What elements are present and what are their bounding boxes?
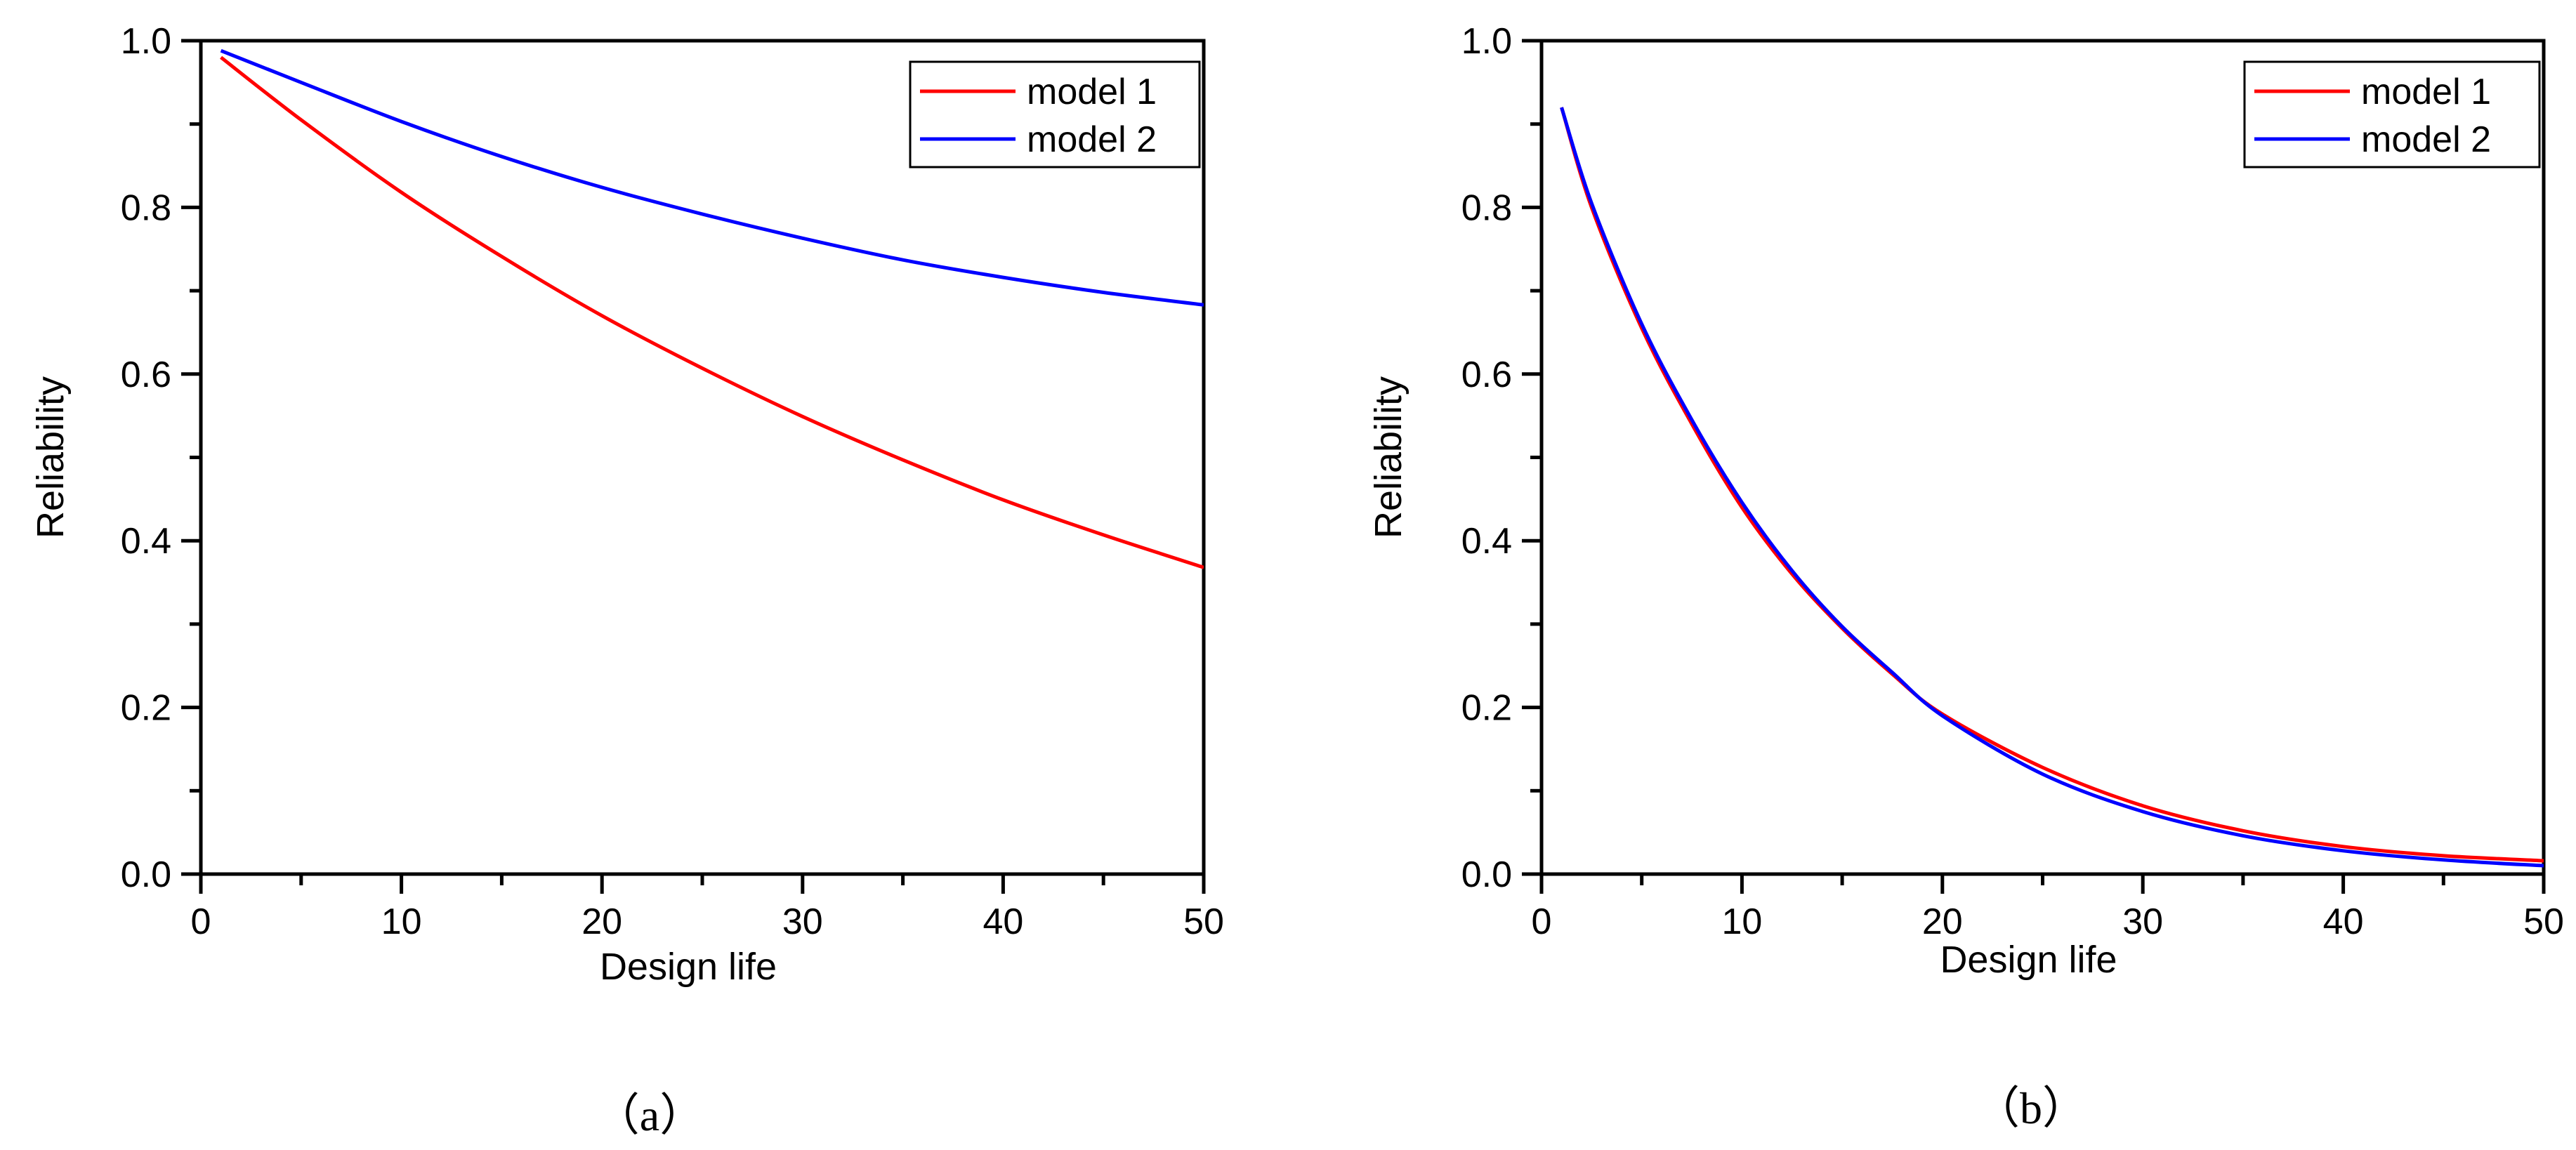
panel-caption: （b） <box>1975 1083 2087 1133</box>
x-tick-label: 50 <box>1183 901 1224 942</box>
x-tick-label: 40 <box>2323 901 2364 942</box>
series-line-model-1 <box>220 55 1204 569</box>
y-tick-label: 0.0 <box>121 854 171 895</box>
x-axis-title: Design life <box>1940 939 2117 981</box>
panel-b: 0 10 20 30 40 50 0.0 0.2 0.4 0.6 0.8 1.0 Design life… <box>1367 21 2564 1133</box>
y-axis-title: Reliability <box>29 376 72 538</box>
series-line-model-1 <box>1560 107 2544 863</box>
legend-box <box>909 60 1201 168</box>
y-tick-label: 0.8 <box>121 187 171 228</box>
x-tick-label: 30 <box>782 901 823 942</box>
x-tick-label: 10 <box>1721 901 1762 942</box>
x-tick-label: 20 <box>581 901 622 942</box>
y-tick-label: 0.2 <box>1461 688 1512 729</box>
y-tick-label: 1.0 <box>121 21 171 62</box>
y-tick-label: 0.4 <box>1461 521 1512 562</box>
y-tick-label: 0.6 <box>1461 355 1512 395</box>
x-axis-title: Design life <box>600 946 777 988</box>
y-tick-label: 0.6 <box>121 355 171 395</box>
x-tick-label: 0 <box>1532 901 1552 942</box>
panel-a: 0 10 20 30 40 50 0.0 0.2 0.4 0.6 0.8 1.0 Design life… <box>29 21 1224 1140</box>
x-tick-label: 40 <box>983 901 1023 942</box>
x-tick-label: 50 <box>2523 901 2564 942</box>
legend-box <box>2243 60 2541 168</box>
x-tick-label: 0 <box>191 901 211 942</box>
y-tick-label: 0.0 <box>1461 854 1512 895</box>
series-line-model-2 <box>1560 107 2544 868</box>
x-tick-label: 20 <box>1922 901 1963 942</box>
y-tick-label: 0.2 <box>121 688 171 729</box>
legend-label-model-1: model 1 <box>2361 72 2491 112</box>
y-tick-label: 1.0 <box>1461 21 1512 62</box>
y-tick-label: 0.4 <box>121 521 171 562</box>
y-tick-label: 0.8 <box>1461 187 1512 228</box>
panel-caption: （a） <box>595 1090 704 1140</box>
series-line-model-2 <box>220 48 1204 307</box>
legend-label-model-1: model 1 <box>1027 72 1157 112</box>
legend-label-model-2: model 2 <box>2361 119 2491 160</box>
y-axis-title: Reliability <box>1367 376 1409 538</box>
legend-label-model-2: model 2 <box>1027 119 1157 160</box>
x-tick-label: 30 <box>2122 901 2163 942</box>
x-tick-label: 10 <box>381 901 422 942</box>
